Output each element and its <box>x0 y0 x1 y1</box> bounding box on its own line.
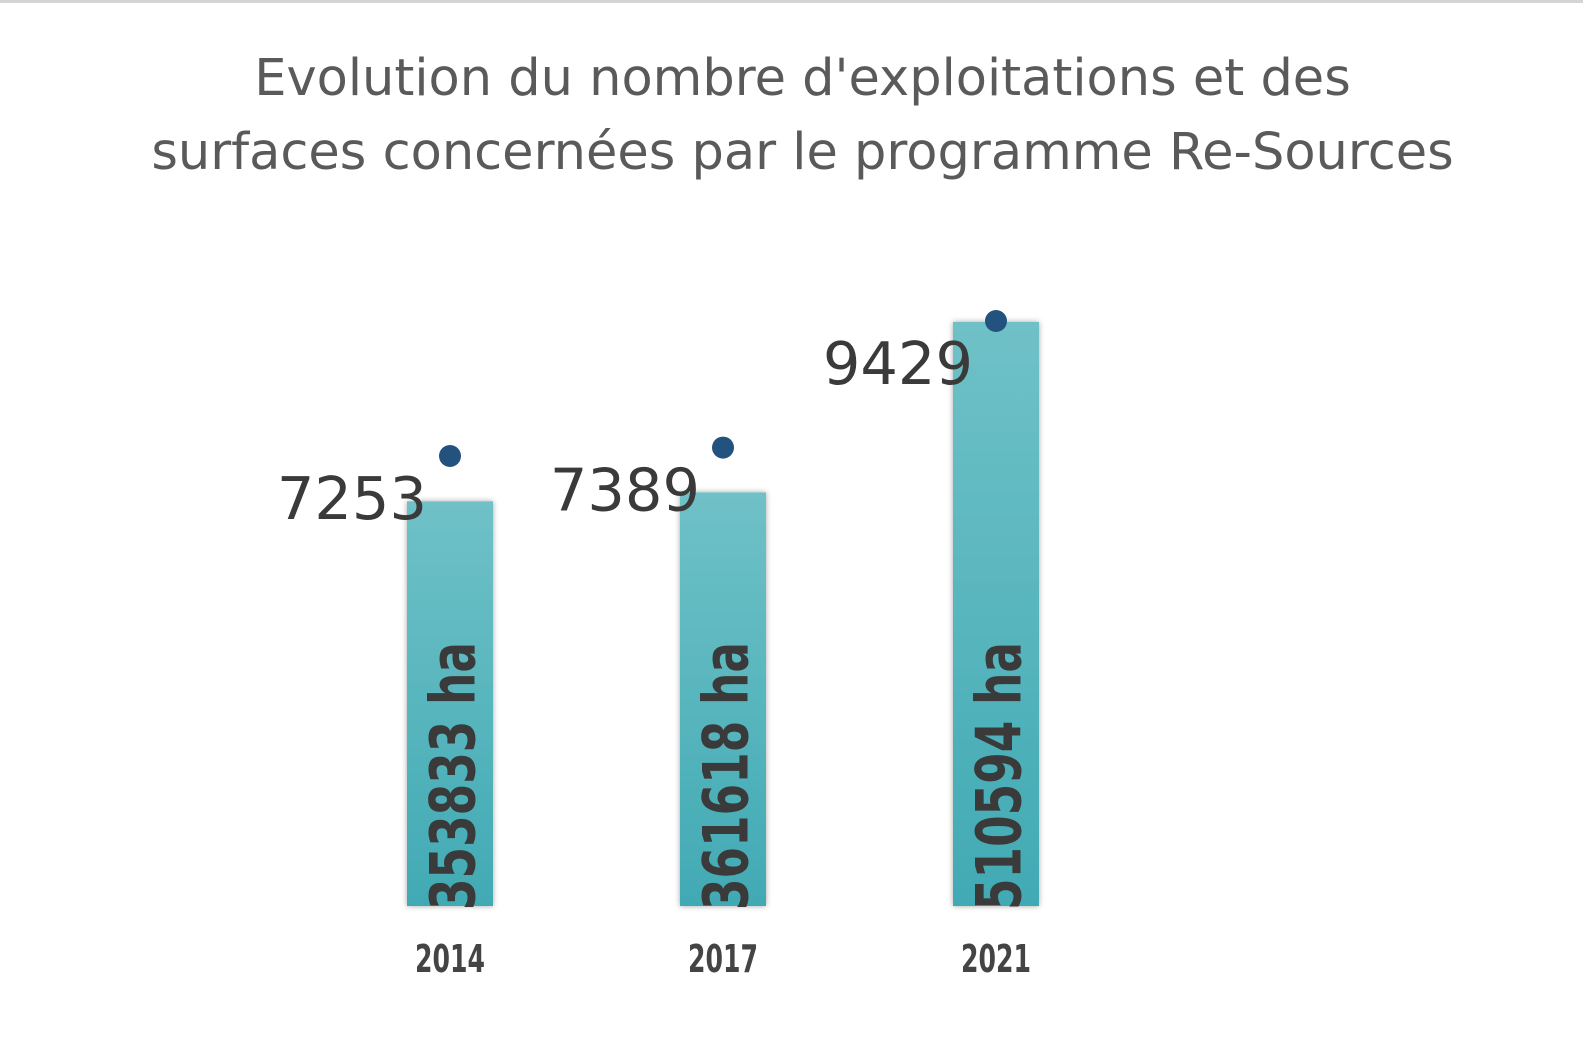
x-tick-2014: 2014 <box>415 937 485 981</box>
chart-title-line-1: Evolution du nombre d'exploitations et d… <box>254 49 1351 108</box>
bar-label-2017: 361618 ha <box>690 642 763 910</box>
top-rule <box>0 0 1583 3</box>
bar-label-2021: 510594 ha <box>963 642 1036 910</box>
x-tick-2017: 2017 <box>688 937 758 981</box>
bar-label-2014: 353833 ha <box>417 642 490 910</box>
bar-2017 <box>680 492 766 906</box>
bar-2021 <box>953 322 1039 906</box>
marker-2017 <box>712 436 734 459</box>
bars-layer: 353833 ha 7253 2014 361618 ha 7389 2017 510594… <box>277 310 1039 981</box>
bar-2014 <box>407 501 493 906</box>
x-tick-2021: 2021 <box>961 937 1031 981</box>
marker-2021 <box>985 310 1007 332</box>
marker-2014 <box>439 445 461 468</box>
value-label-2021: 9429 <box>823 329 973 398</box>
value-label-2017: 7389 <box>550 456 700 525</box>
chart-title-line-2: surfaces concernées par le programme Re-… <box>151 123 1454 182</box>
value-label-2014: 7253 <box>277 464 427 533</box>
chart-title: Evolution du nombre d'exploitations et d… <box>0 42 1583 190</box>
